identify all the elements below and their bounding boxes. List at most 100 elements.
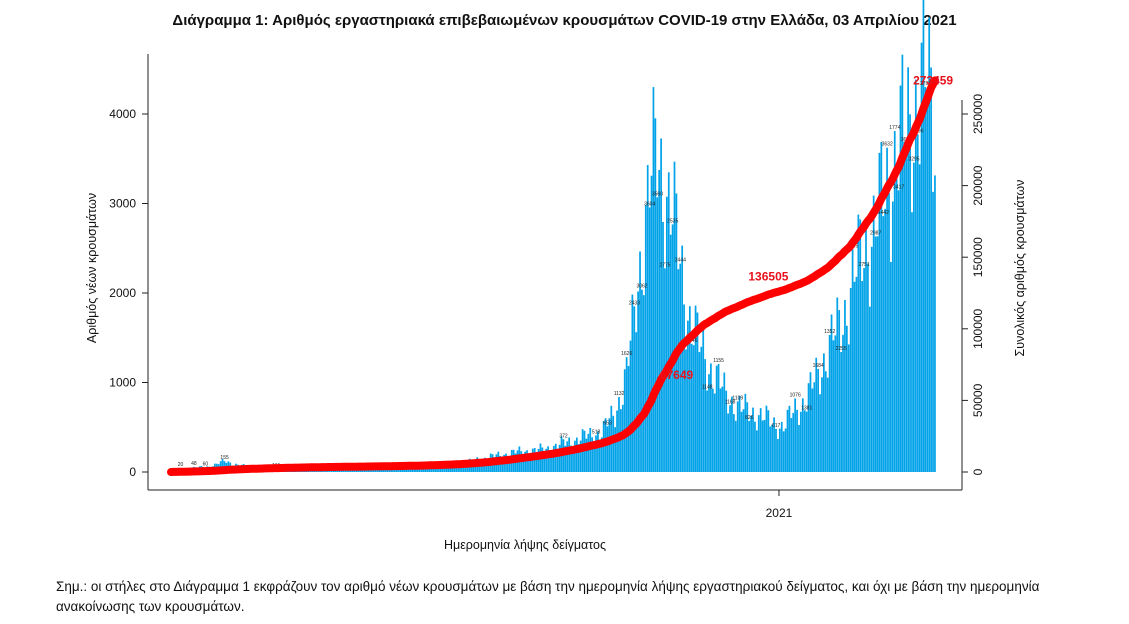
footnote: Σημ.: οι στήλες στο Διάγραμμα 1 εκφράζου… bbox=[56, 579, 1040, 614]
bar bbox=[667, 172, 670, 473]
bar bbox=[556, 448, 559, 472]
right-tick-label: 0 bbox=[971, 468, 985, 475]
bar bbox=[876, 236, 879, 472]
bar bbox=[579, 440, 582, 472]
bar bbox=[700, 346, 703, 472]
bar bbox=[809, 372, 812, 472]
bar bbox=[407, 468, 410, 472]
bar bbox=[805, 411, 808, 472]
cumulative-value-label: 136505 bbox=[748, 270, 788, 284]
bar bbox=[438, 467, 440, 472]
left-axis-title: Αριθμός νέων κρουσμάτων bbox=[85, 193, 99, 343]
bar bbox=[801, 398, 804, 472]
bar bbox=[541, 447, 544, 472]
right-tick-label: 200000 bbox=[971, 165, 985, 205]
bar bbox=[817, 368, 819, 472]
bar bbox=[625, 357, 628, 472]
bar bbox=[754, 421, 756, 472]
bar bbox=[340, 469, 343, 472]
left-tick-label: 0 bbox=[129, 465, 136, 479]
bar bbox=[401, 469, 404, 472]
bar bbox=[620, 409, 622, 472]
bar bbox=[790, 418, 793, 472]
bar bbox=[595, 435, 597, 472]
bar bbox=[388, 470, 391, 472]
bar bbox=[702, 329, 705, 472]
bar bbox=[740, 411, 743, 472]
bar bbox=[782, 431, 785, 472]
bar bbox=[547, 446, 549, 472]
bar bbox=[694, 305, 697, 472]
bar bbox=[554, 443, 557, 472]
bar bbox=[905, 143, 908, 473]
bar bbox=[508, 456, 511, 472]
bar bbox=[424, 467, 427, 472]
bar bbox=[346, 470, 348, 472]
bar-value-label: 2797 bbox=[920, 81, 931, 87]
bar bbox=[717, 363, 720, 472]
bar bbox=[836, 297, 839, 472]
bar bbox=[221, 459, 224, 472]
bar-value-label: 1155 bbox=[713, 358, 724, 364]
bar bbox=[612, 415, 615, 472]
bar-value-label: 1626 bbox=[621, 351, 632, 357]
bar bbox=[690, 343, 693, 472]
bar bbox=[834, 335, 837, 472]
bar bbox=[501, 458, 504, 472]
bar bbox=[832, 340, 835, 472]
bar bbox=[861, 281, 864, 472]
bar bbox=[870, 246, 873, 472]
bar bbox=[918, 164, 921, 473]
bar bbox=[849, 288, 852, 472]
bar bbox=[826, 377, 829, 472]
cumulative-line bbox=[167, 76, 939, 476]
bar bbox=[646, 165, 649, 473]
bar bbox=[639, 251, 641, 472]
bar bbox=[916, 134, 919, 473]
bar bbox=[803, 410, 806, 472]
bar-value-label: 1381 bbox=[801, 406, 812, 412]
right-tick-label: 50000 bbox=[971, 383, 985, 417]
bar bbox=[884, 208, 887, 473]
bar bbox=[417, 469, 419, 472]
bar-value-label: 3604 bbox=[644, 201, 655, 207]
bar bbox=[359, 470, 362, 472]
bar bbox=[890, 262, 892, 472]
bar-value-label: 1352 bbox=[824, 329, 835, 335]
bar bbox=[342, 470, 345, 472]
bar bbox=[405, 468, 408, 472]
bar bbox=[765, 405, 768, 472]
bar bbox=[855, 276, 858, 472]
bar-value-label: 2775 bbox=[659, 262, 670, 268]
left-tick-label: 3000 bbox=[109, 197, 136, 211]
bar bbox=[522, 455, 525, 472]
bar bbox=[591, 437, 594, 472]
bar-value-label: 3560 bbox=[652, 191, 663, 197]
bar bbox=[635, 332, 638, 472]
bar bbox=[830, 314, 833, 472]
bar bbox=[549, 452, 551, 472]
bar bbox=[543, 452, 546, 472]
bar bbox=[411, 468, 414, 472]
bar bbox=[614, 427, 616, 472]
bar bbox=[868, 306, 871, 472]
bar bbox=[420, 467, 423, 472]
bar bbox=[436, 468, 438, 472]
bar bbox=[600, 437, 603, 472]
bar bbox=[677, 269, 680, 472]
bar bbox=[629, 340, 632, 472]
bar bbox=[376, 469, 379, 472]
bar bbox=[752, 407, 754, 472]
bar bbox=[537, 448, 540, 472]
bar bbox=[434, 466, 436, 472]
bar bbox=[566, 441, 569, 472]
bar-value-label: 1132 bbox=[614, 391, 625, 397]
bar bbox=[907, 67, 909, 472]
bar-series bbox=[170, 0, 936, 473]
bar bbox=[794, 398, 797, 472]
bar bbox=[568, 437, 571, 472]
bar bbox=[390, 469, 392, 472]
bar bbox=[687, 320, 689, 472]
bar bbox=[623, 369, 626, 472]
bar bbox=[729, 405, 731, 472]
